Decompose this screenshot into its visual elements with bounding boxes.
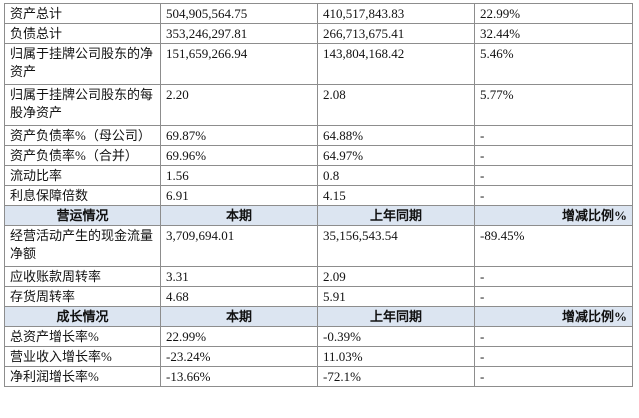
previous-value: 5.91 xyxy=(317,286,475,307)
section-title: 成长情况 xyxy=(4,306,161,327)
column-header-current: 本期 xyxy=(160,306,318,327)
previous-value: 2.08 xyxy=(317,84,475,126)
current-value: -23.24% xyxy=(160,346,318,367)
previous-value: 0.8 xyxy=(317,165,475,186)
change-value: 32.44% xyxy=(474,23,633,44)
table-row: 归属于挂牌公司股东的净资产 151,659,266.94 143,804,168… xyxy=(4,43,633,85)
current-value: 504,905,564.75 xyxy=(160,3,318,24)
row-label: 归属于挂牌公司股东的净资产 xyxy=(4,43,161,85)
table-row: 总资产增长率% 22.99% -0.39% - xyxy=(4,326,633,347)
change-value: -89.45% xyxy=(474,225,633,267)
current-value: 1.56 xyxy=(160,165,318,186)
change-value: - xyxy=(474,346,633,367)
row-label: 流动比率 xyxy=(4,165,161,186)
previous-value: 266,713,675.41 xyxy=(317,23,475,44)
previous-value: 2.09 xyxy=(317,266,475,287)
table-row: 经营活动产生的现金流量净额 3,709,694.01 35,156,543.54… xyxy=(4,225,633,267)
current-value: 22.99% xyxy=(160,326,318,347)
previous-value: 64.88% xyxy=(317,125,475,146)
previous-value: -72.1% xyxy=(317,366,475,387)
row-label: 应收账款周转率 xyxy=(4,266,161,287)
row-label: 资产负债率%（母公司） xyxy=(4,125,161,146)
current-value: 6.91 xyxy=(160,185,318,206)
current-value: 4.68 xyxy=(160,286,318,307)
current-value: 3,709,694.01 xyxy=(160,225,318,267)
previous-value: 410,517,843.83 xyxy=(317,3,475,24)
row-label: 利息保障倍数 xyxy=(4,185,161,206)
table-row: 利息保障倍数 6.91 4.15 - xyxy=(4,185,633,206)
current-value: 69.96% xyxy=(160,145,318,166)
row-label: 负债总计 xyxy=(4,23,161,44)
table-row: 归属于挂牌公司股东的每股净资产 2.20 2.08 5.77% xyxy=(4,84,633,126)
change-value: - xyxy=(474,165,633,186)
column-header-previous: 上年同期 xyxy=(317,306,475,327)
current-value: 2.20 xyxy=(160,84,318,126)
table-row: 资产负债率%（母公司） 69.87% 64.88% - xyxy=(4,125,633,146)
change-value: 5.46% xyxy=(474,43,633,85)
change-value: - xyxy=(474,286,633,307)
row-label: 总资产增长率% xyxy=(4,326,161,347)
change-value: - xyxy=(474,326,633,347)
section-title: 营运情况 xyxy=(4,205,161,226)
column-header-change: 增减比例% xyxy=(474,205,633,226)
change-value: - xyxy=(474,266,633,287)
change-value: - xyxy=(474,185,633,206)
column-header-change: 增减比例% xyxy=(474,306,633,327)
row-label: 经营活动产生的现金流量净额 xyxy=(4,225,161,267)
table-row: 应收账款周转率 3.31 2.09 - xyxy=(4,266,633,287)
row-label: 净利润增长率% xyxy=(4,366,161,387)
table-row: 资产总计 504,905,564.75 410,517,843.83 22.99… xyxy=(4,3,633,24)
row-label: 营业收入增长率% xyxy=(4,346,161,367)
column-header-current: 本期 xyxy=(160,205,318,226)
change-value: - xyxy=(474,145,633,166)
row-label: 存货周转率 xyxy=(4,286,161,307)
table-row: 流动比率 1.56 0.8 - xyxy=(4,165,633,186)
table-row: 负债总计 353,246,297.81 266,713,675.41 32.44… xyxy=(4,23,633,44)
financial-indicators-table: 资产总计 504,905,564.75 410,517,843.83 22.99… xyxy=(4,3,633,387)
table-row: 资产负债率%（合并） 69.96% 64.97% - xyxy=(4,145,633,166)
previous-value: 143,804,168.42 xyxy=(317,43,475,85)
table-row: 净利润增长率% -13.66% -72.1% - xyxy=(4,366,633,387)
previous-value: 64.97% xyxy=(317,145,475,166)
current-value: 3.31 xyxy=(160,266,318,287)
row-label: 资产总计 xyxy=(4,3,161,24)
current-value: 69.87% xyxy=(160,125,318,146)
current-value: 151,659,266.94 xyxy=(160,43,318,85)
change-value: - xyxy=(474,125,633,146)
change-value: - xyxy=(474,366,633,387)
previous-value: 11.03% xyxy=(317,346,475,367)
previous-value: -0.39% xyxy=(317,326,475,347)
change-value: 22.99% xyxy=(474,3,633,24)
previous-value: 35,156,543.54 xyxy=(317,225,475,267)
table-row: 营业收入增长率% -23.24% 11.03% - xyxy=(4,346,633,367)
growth-header-row: 成长情况 本期 上年同期 增减比例% xyxy=(4,306,633,327)
current-value: -13.66% xyxy=(160,366,318,387)
current-value: 353,246,297.81 xyxy=(160,23,318,44)
table-row: 存货周转率 4.68 5.91 - xyxy=(4,286,633,307)
change-value: 5.77% xyxy=(474,84,633,126)
row-label: 归属于挂牌公司股东的每股净资产 xyxy=(4,84,161,126)
operations-header-row: 营运情况 本期 上年同期 增减比例% xyxy=(4,205,633,226)
column-header-previous: 上年同期 xyxy=(317,205,475,226)
previous-value: 4.15 xyxy=(317,185,475,206)
row-label: 资产负债率%（合并） xyxy=(4,145,161,166)
